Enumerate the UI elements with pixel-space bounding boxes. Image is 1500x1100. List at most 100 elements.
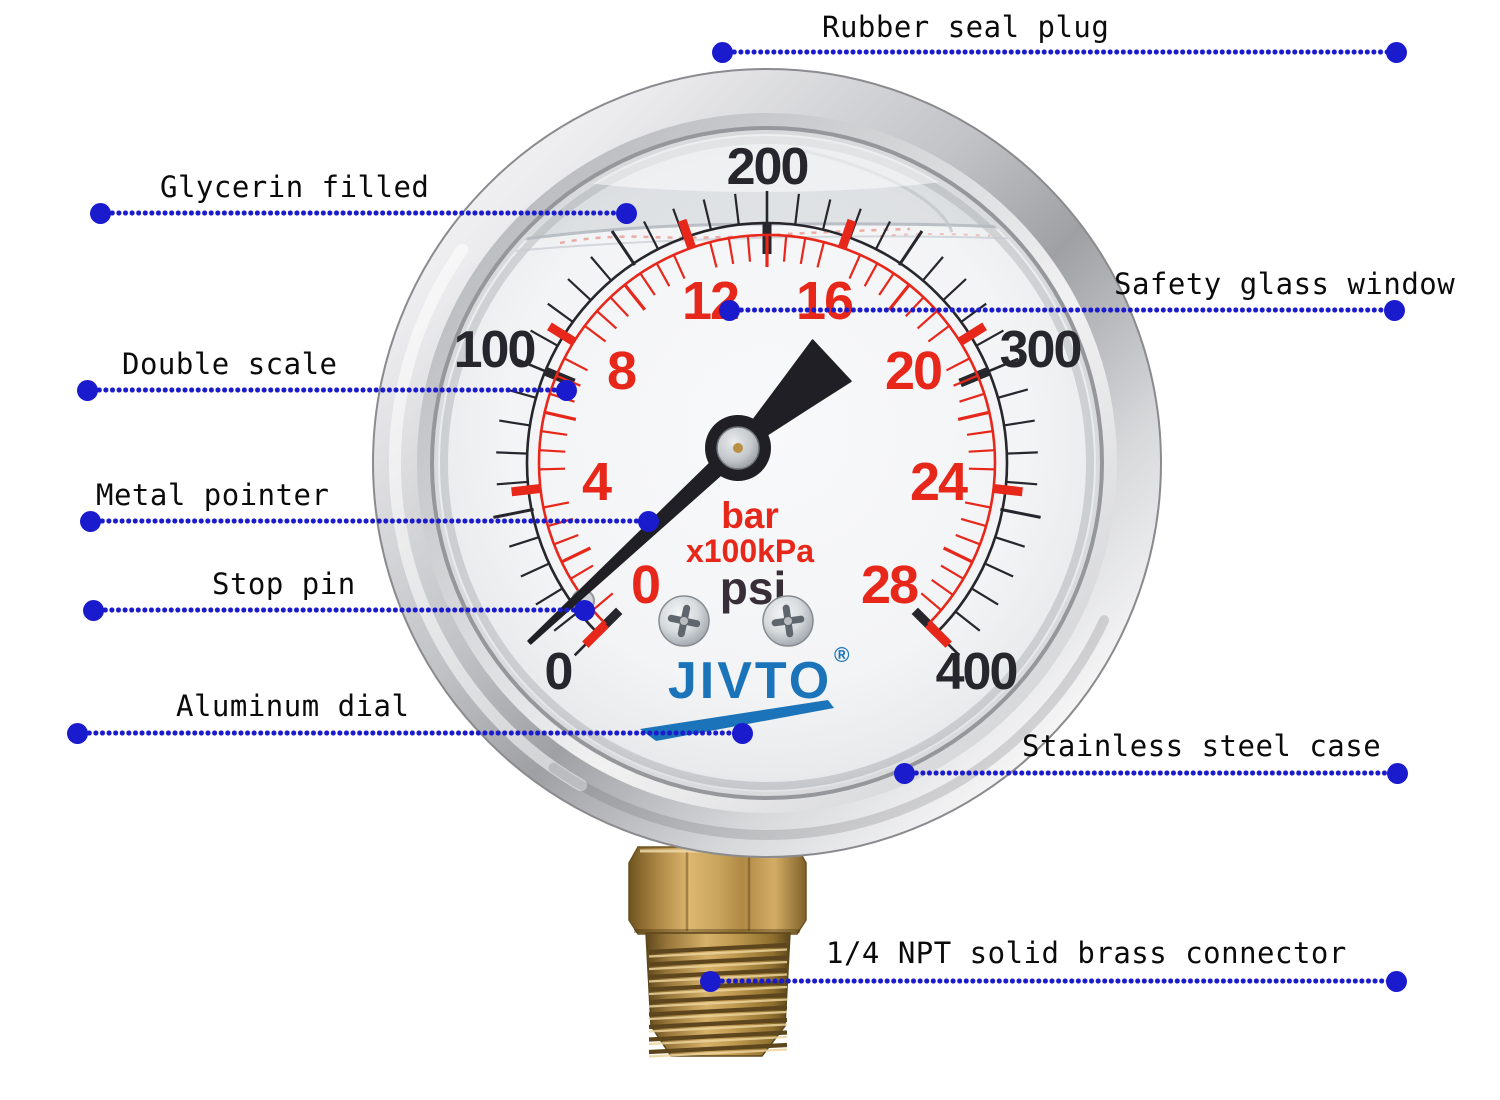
psi-minor-tick (496, 480, 529, 486)
psi-minor-tick (959, 302, 987, 324)
bar-minor-tick (916, 310, 938, 330)
bar-medium-tick (942, 546, 974, 564)
bar-minor-tick (960, 517, 987, 528)
bar-minor-tick (904, 296, 925, 317)
psi-minor-tick (508, 535, 541, 548)
bar-minor-tick (955, 533, 981, 546)
red-speckle-marks-2 (879, 233, 991, 237)
psi-half-tick (897, 230, 924, 266)
psi-minor-tick (874, 221, 891, 251)
psi-minor-tick (590, 256, 613, 283)
psi-tick (515, 357, 546, 373)
psi-minor-tick (1005, 480, 1038, 486)
bar-minor-tick (848, 254, 862, 280)
bar-minor-tick (931, 579, 954, 596)
thread-ridge (648, 955, 788, 967)
bar-scale-number: 16 (796, 271, 853, 331)
thread-ridge (648, 1017, 788, 1030)
psi-minor-tick (794, 193, 800, 226)
psi-minor-tick (496, 451, 529, 455)
brand-logo-text: JIVTO (668, 652, 832, 710)
bar-medium-tick (887, 283, 911, 311)
psi-minor-tick (996, 388, 1029, 400)
bar-scale-number: 8 (607, 341, 636, 401)
bar-minor-tick (592, 592, 614, 611)
unit-x100kpa-label: x100kPa (686, 533, 814, 569)
unit-bar-label: bar (721, 495, 779, 536)
bar-minor-tick (553, 533, 579, 546)
glycerin-meniscus-line-2 (449, 235, 1086, 259)
bar-scale-number: 4 (582, 452, 612, 512)
screw-center (784, 617, 792, 625)
bar-minor-tick (584, 325, 607, 343)
psi-minor-tick (520, 562, 551, 578)
bar-scale-number: 28 (861, 555, 918, 615)
bezel-highlights (389, 243, 1110, 840)
bar-minor-tick (563, 357, 589, 372)
psi-tick (988, 357, 1019, 373)
thread-ridge (648, 1030, 788, 1042)
bar-minor-tick (782, 235, 788, 262)
bar-major-tick (547, 322, 577, 346)
bar-scale-number: 24 (910, 452, 968, 512)
psi-minor-tick (921, 256, 944, 283)
psi-half-tick (610, 230, 637, 266)
thread-ridge-light (648, 1048, 788, 1058)
psi-half-tick (493, 507, 534, 519)
psi-minor-tick (970, 586, 999, 606)
bar-major-tick (838, 218, 857, 250)
thread-ridge (648, 1005, 788, 1017)
bar-scale-number: 20 (885, 341, 941, 401)
bar-major-tick (957, 322, 987, 346)
psi-minor-tick (734, 193, 740, 226)
bezel-shine (389, 243, 587, 792)
psi-minor-tick (535, 586, 564, 606)
bar-minor-tick (609, 296, 630, 317)
psi-minor-tick (547, 302, 575, 324)
psi-minor-tick (941, 278, 967, 302)
glass-highlight (480, 134, 1040, 192)
psi-scale-number: 400 (936, 643, 1017, 701)
bar-minor-tick (920, 592, 942, 611)
bar-minor-tick (672, 254, 686, 280)
bar-major-tick (677, 218, 696, 250)
bar-major-tick (582, 621, 609, 648)
metal-pointer-part (527, 339, 852, 645)
bar-minor-tick (727, 238, 735, 265)
thread-ridge (648, 942, 788, 955)
psi-scale-number: 100 (454, 321, 535, 379)
thread-ridge (648, 1042, 788, 1055)
thread-ridge-light (648, 1023, 788, 1033)
bar-major-tick (511, 484, 541, 497)
screw-center (680, 617, 688, 625)
bar-minor-tick (639, 272, 656, 296)
bar-minor-tick (878, 272, 895, 296)
thread-ridge-light (648, 1035, 788, 1046)
dial-screw-right (762, 595, 814, 647)
bar-minor-tick (959, 392, 985, 403)
bezel-shade (548, 615, 1110, 840)
psi-minor-tick (702, 199, 713, 231)
brand-registered-mark: ® (834, 644, 850, 667)
red-speckle-marks (559, 227, 911, 245)
pointer-hub-pin (733, 443, 743, 453)
psi-minor-tick (821, 199, 832, 231)
thread-ridge-light (648, 998, 788, 1008)
bar-minor-tick (746, 235, 752, 262)
bar-minor-tick (539, 449, 566, 453)
bar-minor-tick (570, 564, 594, 580)
psi-minor-tick (567, 278, 593, 302)
psi-minor-tick (530, 329, 560, 348)
bar-minor-tick (945, 357, 971, 372)
psi-minor-tick (993, 535, 1026, 548)
bar-major-tick (925, 621, 952, 648)
bar-minor-tick (543, 501, 570, 509)
psi-minor-tick (643, 221, 660, 251)
bar-minor-tick (541, 430, 568, 436)
psi-scale-number: 200 (727, 138, 808, 196)
bar-minor-tick (863, 262, 879, 287)
bar-scale-number: 0 (631, 555, 659, 615)
bar-minor-tick (655, 262, 671, 287)
